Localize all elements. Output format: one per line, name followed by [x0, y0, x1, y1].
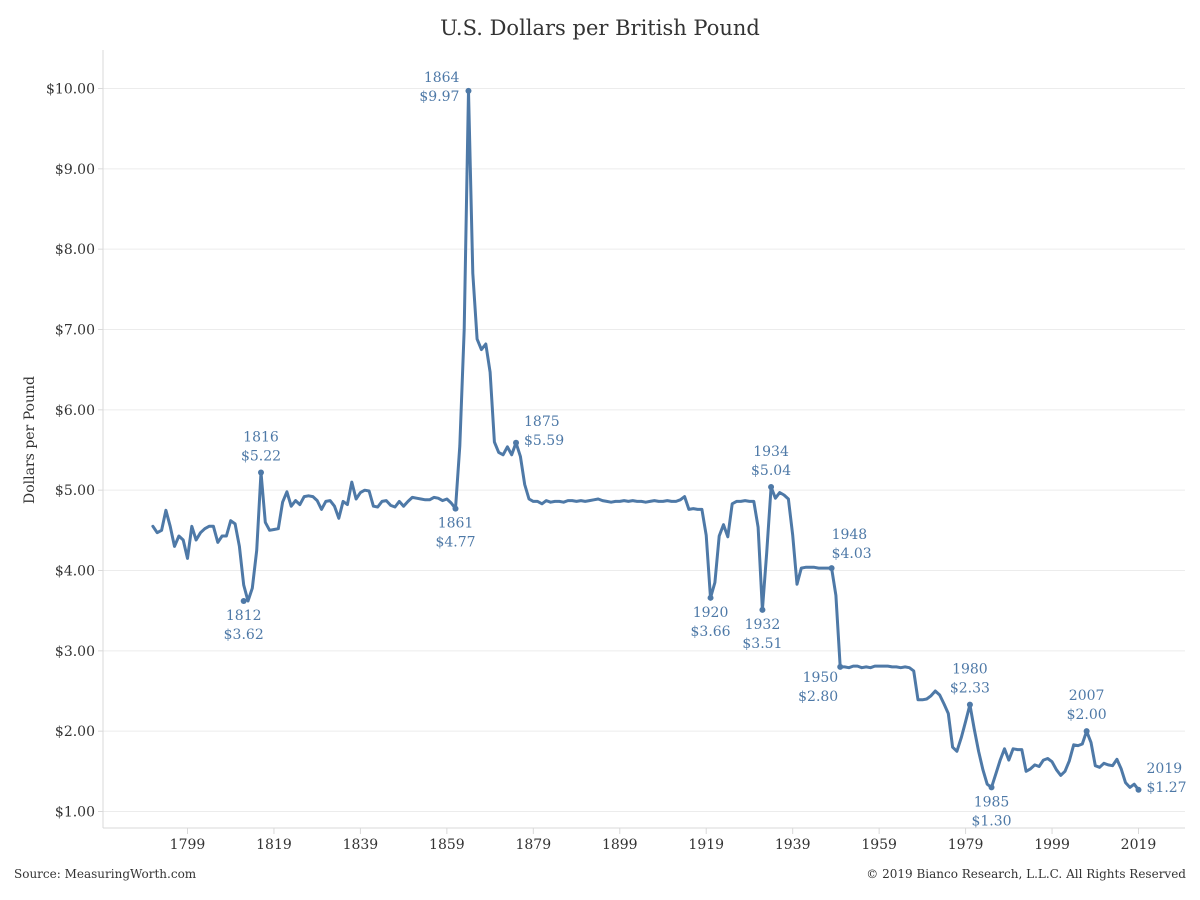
- annotation-marker: [988, 784, 995, 791]
- y-tick-label: $2.00: [55, 724, 95, 740]
- x-tick-label: 1879: [515, 837, 551, 853]
- y-tick-label: $10.00: [46, 82, 95, 98]
- x-tick-label: 1859: [429, 837, 465, 853]
- x-tick-label: 1959: [861, 837, 897, 853]
- gridlines: [103, 88, 1185, 812]
- annotation-value: $3.51: [742, 636, 782, 652]
- annotation-marker: [513, 439, 520, 446]
- annotation-value: $5.22: [241, 448, 281, 464]
- y-tick-label: $1.00: [55, 805, 95, 821]
- y-tick-label: $7.00: [55, 323, 95, 339]
- annotation-marker: [759, 606, 766, 613]
- annotation-year: 1985: [974, 794, 1010, 810]
- y-tick-label: $4.00: [55, 564, 95, 580]
- annotation-marker: [1135, 786, 1142, 793]
- annotation-marker: [966, 701, 973, 708]
- x-tick-label: 1979: [948, 837, 984, 853]
- annotation-marker: [465, 87, 472, 94]
- x-tick-label: 1899: [602, 837, 638, 853]
- series-line-layer: [151, 89, 1140, 792]
- annotation-year: 1875: [524, 414, 560, 430]
- annotation-year: 1861: [438, 516, 474, 532]
- x-tick-label: 1999: [1034, 837, 1070, 853]
- y-tick-labels: $1.00 $2.00 $3.00 $4.00 $5.00 $6.00 $7.00 $8.00…: [46, 82, 103, 821]
- annotation-year: 2007: [1069, 688, 1105, 704]
- annotation-marker: [828, 565, 835, 572]
- annotation-year: 1864: [424, 70, 460, 86]
- annotation-marker: [257, 469, 264, 476]
- x-tick-label: 2019: [1121, 837, 1157, 853]
- annotation-year: 1920: [693, 605, 729, 621]
- annotation-year: 2019: [1147, 761, 1183, 777]
- annotation-value: $1.30: [971, 813, 1011, 829]
- source-note: Source: MeasuringWorth.com: [14, 867, 197, 881]
- y-tick-label: $8.00: [55, 242, 95, 258]
- annotation-year: 1816: [243, 429, 279, 445]
- y-axis-title: Dollars per Pound: [22, 376, 38, 504]
- x-tick-labels: 1799 1819 1839 1859 1879 1899 1919 1939 1959 1979…: [170, 828, 1157, 853]
- y-tick-label: $3.00: [55, 644, 95, 660]
- annotations: 1812 $3.62 1816 $5.22 1861 $4.77 1864 $9.97 1875…: [224, 70, 1187, 829]
- y-tick-label: $6.00: [55, 403, 95, 419]
- annotation-year: 1932: [745, 617, 781, 633]
- annotation-marker: [768, 483, 775, 490]
- annotation-value: $5.59: [524, 433, 564, 449]
- chart-title: U.S. Dollars per British Pound: [440, 16, 760, 40]
- annotation-value: $9.97: [419, 89, 459, 105]
- y-tick-label: $9.00: [55, 162, 95, 178]
- axes: Dollars per Pound: [22, 50, 1185, 829]
- annotation-value: $3.62: [224, 627, 264, 643]
- annotation-value: $2.80: [798, 689, 838, 705]
- annotation-marker: [240, 598, 247, 605]
- annotation-year: 1980: [952, 662, 988, 678]
- annotation-value: $1.27: [1147, 780, 1187, 796]
- copyright-note: © 2019 Bianco Research, L.L.C. All Right…: [866, 867, 1186, 881]
- annotation-marker: [452, 505, 459, 512]
- x-tick-label: 1819: [256, 837, 292, 853]
- x-tick-label: 1919: [688, 837, 724, 853]
- annotation-year: 1812: [226, 608, 262, 624]
- annotation-value: $2.00: [1067, 707, 1107, 723]
- annotation-year: 1948: [832, 527, 868, 543]
- x-tick-label: 1799: [170, 837, 206, 853]
- annotation-marker: [837, 663, 844, 670]
- annotation-year: 1934: [753, 444, 789, 460]
- annotation-year: 1950: [803, 670, 839, 686]
- annotation-value: $4.77: [435, 535, 475, 551]
- annotation-value: $3.66: [691, 624, 731, 640]
- annotation-value: $4.03: [832, 546, 872, 562]
- annotation-value: $2.33: [950, 681, 990, 697]
- x-tick-label: 1939: [775, 837, 811, 853]
- series-line: [151, 89, 1140, 792]
- annotation-value: $5.04: [751, 463, 791, 479]
- annotation-marker: [707, 594, 714, 601]
- y-tick-label: $5.00: [55, 483, 95, 499]
- x-tick-label: 1839: [343, 837, 379, 853]
- annotation-marker: [1083, 728, 1090, 735]
